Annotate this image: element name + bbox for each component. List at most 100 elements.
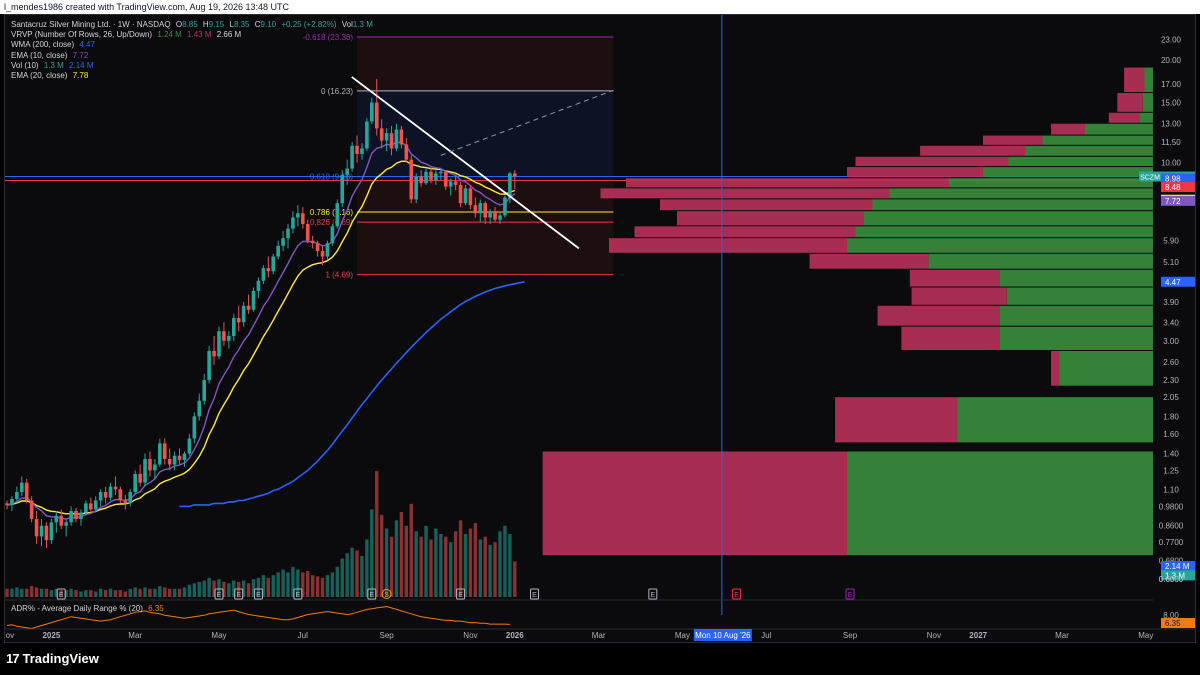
- time-axis-tick: Nov: [5, 631, 14, 640]
- candle: [404, 138, 409, 163]
- price-chart[interactable]: -0.618 (23.36)0 (16.23)0.618 (9.10)0.786…: [5, 15, 1195, 642]
- candle-body: [345, 168, 349, 175]
- price-label: 4.47: [1161, 276, 1195, 287]
- candle-body: [478, 203, 483, 214]
- volume-bar: [118, 590, 123, 597]
- volume-bar: [128, 588, 132, 597]
- candle: [113, 476, 118, 495]
- candle-body: [468, 188, 473, 206]
- candle-body: [310, 240, 315, 244]
- candle: [286, 224, 290, 249]
- candle-body: [379, 128, 384, 141]
- vrvp-up-bar: [1006, 287, 1153, 305]
- price-axis-tick: 1.80: [1163, 412, 1179, 421]
- candle-body: [113, 486, 118, 490]
- volume-bar: [439, 534, 443, 597]
- volume-bar: [370, 509, 374, 597]
- candle: [54, 510, 59, 533]
- event-marker-text: E: [296, 592, 301, 599]
- price-label-text: 2.14 M: [1165, 562, 1190, 571]
- volume-bar: [187, 584, 192, 597]
- candle: [153, 458, 157, 479]
- time-axis-tick: 2027: [969, 631, 987, 640]
- volume-bar: [20, 588, 24, 597]
- volume-bar: [468, 528, 473, 597]
- candle: [315, 240, 320, 257]
- candle: [365, 118, 369, 152]
- volume-bar: [360, 555, 364, 597]
- candle: [246, 294, 251, 314]
- crosshair-time-text: Mon 10 Aug '26: [695, 631, 751, 640]
- candle-body: [15, 492, 19, 500]
- volume-bar: [296, 569, 300, 597]
- volume-bar: [503, 525, 507, 597]
- candle: [227, 331, 231, 349]
- candle-body: [227, 335, 231, 341]
- crosshair-time-label: Mon 10 Aug '26: [693, 629, 752, 641]
- price-label-box: [1161, 570, 1195, 581]
- legend-ema10-row: EMA (10, close) 7.72: [11, 51, 373, 61]
- candle-body: [241, 305, 246, 323]
- volume-bar: [404, 525, 409, 597]
- volume-bar: [177, 588, 182, 597]
- candle-body: [54, 515, 59, 523]
- price-axis-tick: 2.30: [1163, 376, 1179, 385]
- legend-wma-row: WMA (200, close) 4.47: [11, 40, 373, 50]
- event-marker-text: E: [59, 592, 64, 599]
- volume-bar: [49, 590, 54, 597]
- time-axis-tick: Nov: [927, 631, 941, 640]
- candle-body: [202, 380, 206, 401]
- price-axis-tick: 1.60: [1163, 430, 1179, 439]
- volume-bar: [310, 575, 315, 597]
- time-axis-tick: May: [1138, 631, 1153, 640]
- candle: [384, 128, 389, 152]
- price-axis-tick: 0.9800: [1159, 502, 1184, 511]
- candle-body: [498, 215, 502, 220]
- volume-bar: [108, 588, 113, 597]
- vrvp-down-bar: [660, 199, 873, 211]
- vrvp-up-bar: [1000, 269, 1153, 287]
- volume-bar: [123, 591, 128, 597]
- vrvp-down-bar: [911, 287, 1007, 305]
- vrvp-up-bar: [1000, 305, 1153, 326]
- candle: [414, 173, 418, 204]
- vrvp-down-bar: [634, 226, 856, 238]
- candle: [503, 195, 507, 218]
- volume-bar: [488, 544, 492, 597]
- event-marker: E: [214, 588, 224, 600]
- candle-body: [10, 499, 14, 505]
- event-marker-text: S: [384, 592, 389, 599]
- candle: [148, 451, 152, 477]
- candle: [207, 345, 211, 384]
- candle: [276, 240, 280, 260]
- candle-body: [158, 443, 162, 465]
- candle-body: [74, 510, 78, 519]
- vrvp-up-bar: [983, 167, 1153, 178]
- candle: [69, 506, 73, 526]
- volume-bar: [478, 539, 482, 597]
- candle-body: [414, 176, 418, 200]
- price-axis-tick: 0.7700: [1159, 538, 1184, 547]
- adr-price-label: 6.35: [1161, 618, 1195, 628]
- high-value: 9.15: [208, 20, 225, 29]
- chart-frame[interactable]: -0.618 (23.36) 0 (16.23) 0.618 (9.10) 0.786…: [4, 14, 1196, 643]
- time-axis-tick: Jul: [761, 631, 771, 640]
- event-marker: E: [234, 588, 244, 600]
- candle-body: [39, 525, 44, 537]
- candle-body: [483, 203, 488, 218]
- candle: [350, 141, 354, 172]
- candle: [103, 486, 108, 504]
- price-axis-tick: 1.25: [1163, 466, 1179, 475]
- candle: [138, 464, 142, 487]
- volume-bar: [414, 531, 418, 597]
- candle-body: [315, 243, 320, 252]
- price-label-box: [1161, 561, 1195, 572]
- candle: [429, 167, 433, 184]
- price-label: 2.14 M: [1161, 561, 1195, 572]
- bottom-bar: [0, 643, 1200, 675]
- candle: [251, 287, 256, 312]
- candle-body: [133, 473, 137, 493]
- volume-bar: [350, 547, 354, 597]
- price-label-box: [1161, 195, 1195, 206]
- volume-bar: [276, 572, 280, 597]
